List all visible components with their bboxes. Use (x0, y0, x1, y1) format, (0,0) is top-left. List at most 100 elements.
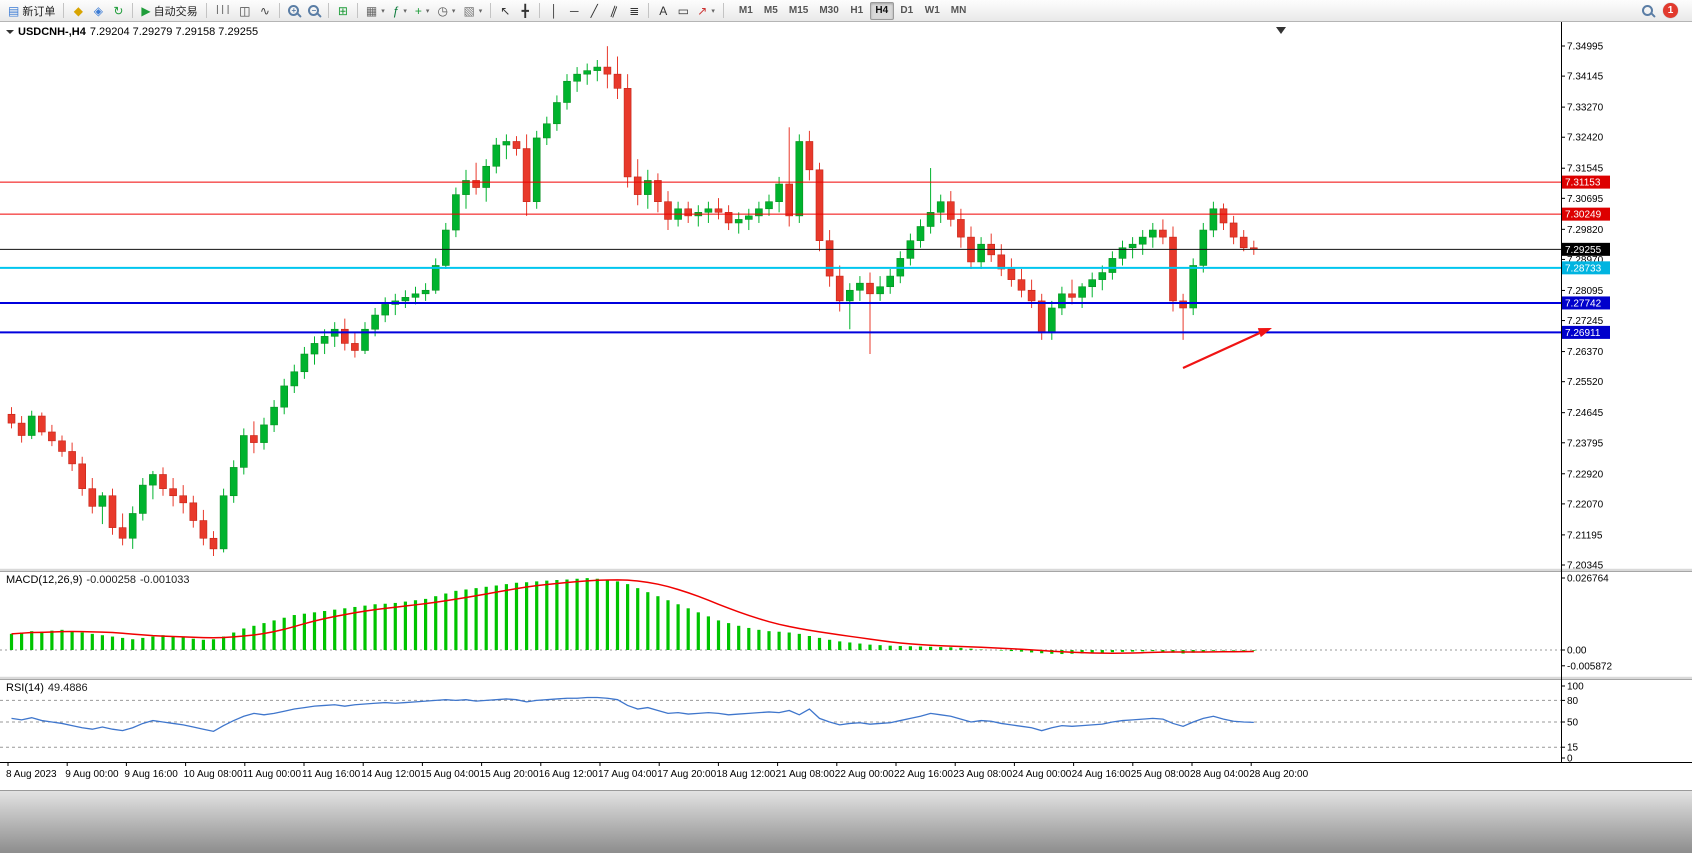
timeframe-w1-button[interactable]: W1 (924, 5, 940, 16)
svg-text:15 Aug 04:00: 15 Aug 04:00 (420, 769, 479, 780)
svg-text:50: 50 (1567, 718, 1579, 729)
svg-text:17 Aug 04:00: 17 Aug 04:00 (598, 769, 657, 780)
chart-menu-icon[interactable] (6, 30, 14, 38)
horizontal-line-button[interactable]: ─ (564, 1, 584, 20)
chart-symbol-label: USDCNH-,H4 (18, 26, 86, 38)
price-tag: 7.26911 (1562, 325, 1610, 339)
chart-line-icon: ∿ (259, 3, 270, 18)
arrows-icon: ↗ (697, 3, 708, 18)
search-icon[interactable] (1642, 5, 1653, 16)
chart-candles-button[interactable]: ◫ (235, 1, 255, 20)
templates-button[interactable]: ▧ ▾ (459, 1, 486, 20)
timeframe-toolbar: M1 M5 M15 M30 H1 H4 D1 W1 MN (734, 1, 971, 20)
candles-layer (7, 46, 1258, 556)
svg-text:14 Aug 12:00: 14 Aug 12:00 (361, 769, 420, 780)
svg-text:9 Aug 16:00: 9 Aug 16:00 (124, 769, 178, 780)
new-order-button[interactable]: ▤ 新订单 (4, 1, 59, 20)
toolbar-separator (132, 3, 134, 18)
chevron-down-icon: ▾ (478, 7, 483, 15)
text-label-button[interactable]: ▭ (673, 1, 693, 20)
zoom-in-button[interactable]: + (284, 1, 304, 20)
pane-separators[interactable] (0, 568, 1692, 680)
text-label-icon: ▭ (677, 3, 689, 18)
rsi-name: RSI(14) (6, 682, 44, 694)
time-axis[interactable]: 8 Aug 2023 9 Aug 00:00 9 Aug 16:00 10 Aug 0… (0, 762, 1692, 780)
timeframe-m5-button[interactable]: M5 (763, 5, 778, 16)
data-window-button[interactable]: ◈ (88, 1, 108, 20)
fibonacci-button[interactable]: ≣ (624, 1, 644, 20)
timeframe-h4-button[interactable]: H4 (869, 1, 894, 20)
toolbar-button-groups: ▤ 新订单 ◆ ◈ ↻ ▶ 自动交易 ||| ◫ ∿ + − ⊞ ▦ ▾ ƒ ▾ + ▾ ◷ ▾ ▧ ▾ ↖ ╋ │ ─ ╱ ∥ ≣ A ▭ ↗… (4, 1, 719, 20)
indicators-icon: ƒ (392, 3, 400, 18)
svg-text:23 Aug 08:00: 23 Aug 08:00 (953, 769, 1012, 780)
svg-text:0.00: 0.00 (1567, 646, 1587, 657)
channel-icon: ∥ (609, 2, 620, 19)
svg-text:16 Aug 12:00: 16 Aug 12:00 (539, 769, 598, 780)
timeframe-h1-button[interactable]: H1 (850, 5, 864, 16)
horizontal-line-icon: ─ (570, 3, 579, 18)
svg-text:7.22920: 7.22920 (1567, 469, 1604, 480)
timeframe-d1-button[interactable]: D1 (900, 5, 914, 16)
periods-icon: ◷ (437, 3, 448, 18)
tile-windows-button[interactable]: ⊞ (333, 1, 353, 20)
autotrading-button[interactable]: ▶ 自动交易 (137, 1, 201, 20)
toolbar-separator (648, 3, 650, 18)
crosshair-button[interactable]: ╋ (515, 1, 535, 20)
toolbar-separator (539, 3, 541, 18)
price-axis[interactable]: 7.34995 7.34145 7.33270 7.32420 7.31545 7.306… (1561, 22, 1612, 765)
svg-text:9 Aug 00:00: 9 Aug 00:00 (65, 769, 119, 780)
chart-canvas[interactable]: 7.34995 7.34145 7.33270 7.32420 7.31545 7.306… (0, 22, 1692, 790)
svg-text:11 Aug 00:00: 11 Aug 00:00 (243, 769, 302, 780)
market-watch-icon: ◆ (73, 3, 83, 18)
timeframe-m1-button[interactable]: M1 (738, 5, 753, 16)
arrows-button[interactable]: ↗ ▾ (693, 1, 719, 20)
zoom-out-button[interactable]: − (304, 1, 324, 20)
svg-text:24 Aug 16:00: 24 Aug 16:00 (1072, 769, 1131, 780)
timeframe-m30-button[interactable]: M30 (819, 5, 839, 16)
timeframe-mn-button[interactable]: MN (950, 5, 967, 16)
svg-text:28 Aug 20:00: 28 Aug 20:00 (1249, 769, 1308, 780)
svg-text:7.31545: 7.31545 (1567, 164, 1604, 175)
chart-bars-icon: ||| (214, 5, 231, 15)
periods-button[interactable]: ◷ ▾ (433, 1, 459, 20)
svg-text:7.26911: 7.26911 (1565, 328, 1601, 339)
vertical-line-button[interactable]: │ (544, 1, 564, 20)
market-watch-button[interactable]: ◆ (68, 1, 88, 20)
svg-text:10 Aug 08:00: 10 Aug 08:00 (184, 769, 243, 780)
svg-text:7.31153: 7.31153 (1565, 178, 1601, 189)
svg-text:7.34995: 7.34995 (1567, 42, 1604, 53)
svg-text:7.20345: 7.20345 (1567, 561, 1604, 572)
cursor-button[interactable]: ↖ (495, 1, 515, 20)
annotation-arrow[interactable] (1182, 328, 1272, 370)
svg-text:7.27245: 7.27245 (1567, 316, 1604, 327)
price-tag: 7.28733 (1562, 261, 1610, 275)
macd-indicator-label: MACD(12,26,9) -0.000258 -0.001033 (6, 574, 190, 586)
chart-candles-icon: ◫ (239, 3, 251, 18)
indicators-button[interactable]: ƒ ▾ (389, 1, 411, 20)
chart-shift-marker[interactable] (1276, 27, 1286, 34)
chart-line-button[interactable]: ∿ (255, 1, 275, 20)
chart-window[interactable]: 7.34995 7.34145 7.33270 7.32420 7.31545 7.306… (0, 22, 1692, 790)
zoom-out-icon: − (308, 5, 320, 16)
profiles-button[interactable]: ▦ ▾ (362, 1, 389, 20)
chart-bars-button[interactable]: ||| (211, 1, 235, 20)
navigator-button[interactable]: ↻ (108, 1, 128, 20)
add-indicator-button[interactable]: + ▾ (411, 1, 434, 20)
toolbar-separator (278, 3, 280, 18)
notification-badge[interactable]: 1 (1663, 3, 1678, 18)
tile-windows-icon: ⊞ (337, 3, 348, 18)
svg-text:7.27742: 7.27742 (1565, 298, 1602, 309)
text-button[interactable]: A (653, 1, 673, 20)
new-order-label: 新订单 (22, 5, 56, 18)
svg-text:0: 0 (1567, 754, 1573, 765)
channel-button[interactable]: ∥ (604, 1, 624, 20)
chevron-down-icon: ▾ (711, 7, 715, 15)
trendline-button[interactable]: ╱ (584, 1, 604, 20)
price-tag: 7.29255 (1562, 242, 1610, 256)
toolbar-separator (356, 3, 358, 18)
zoom-in-icon: + (288, 5, 300, 16)
timeframe-m15-button[interactable]: M15 (788, 5, 809, 16)
svg-text:15 Aug 20:00: 15 Aug 20:00 (480, 769, 539, 780)
macd-signal-value: -0.001033 (139, 574, 190, 586)
templates-icon: ▧ (463, 3, 475, 18)
